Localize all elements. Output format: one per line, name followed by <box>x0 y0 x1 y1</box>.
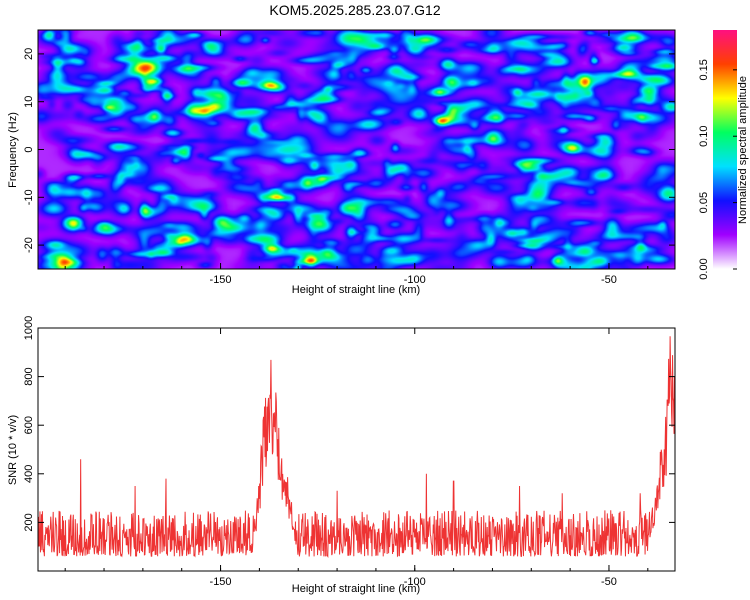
colorbar-gradient <box>713 30 737 269</box>
snr-y-tick-label: 400 <box>23 465 35 483</box>
snr-y-tick-label: 800 <box>23 367 35 385</box>
chart-title: KOM5.2025.285.23.07.G12 <box>269 2 440 18</box>
snr-series-line <box>37 336 676 559</box>
colorbar: 0.00 0.05 0.10 0.15 Normalized spectral amp… <box>698 30 749 280</box>
snr-y-label: SNR (10 * v/v) <box>7 415 19 485</box>
snr-x-tick-label: -100 <box>404 576 426 588</box>
spectrogram-x-tick-label: -50 <box>601 274 617 286</box>
colorbar-tick-label: 0.10 <box>698 126 710 147</box>
snr-y-tick-label: 600 <box>23 416 35 434</box>
snr-x-label: Height of straight line (km) <box>292 583 420 595</box>
snr-x-axis: -150 -100 -50 <box>64 328 649 588</box>
spectrogram-y-tick-label: -20 <box>23 237 35 253</box>
colorbar-tick-label: 0.00 <box>698 258 710 279</box>
snr-y-tick-label: 1000 <box>23 316 35 340</box>
spectrogram-y-tick-label: 20 <box>23 48 35 60</box>
snr-x-tick-label: -150 <box>210 576 232 588</box>
spectrogram-y-tick-label: -10 <box>23 189 35 205</box>
snr-x-tick-label: -50 <box>601 576 617 588</box>
spectrogram-y-tick-label: 10 <box>23 96 35 108</box>
spectrogram-x-tick-label: -100 <box>404 274 426 286</box>
spectrogram-image-holder <box>38 30 675 269</box>
colorbar-tick-label: 0.15 <box>698 59 710 80</box>
spectrogram-x-label: Height of straight line (km) <box>292 284 420 296</box>
spectrogram-image <box>38 30 675 269</box>
spectrogram-y-label: Frequency (Hz) <box>7 112 19 188</box>
snr-y-tick-label: 200 <box>23 513 35 531</box>
snr-panel: -150 -100 -50 200 400 600 800 1000 Height of s… <box>7 316 676 595</box>
colorbar-tick-label: 0.05 <box>698 192 710 213</box>
spectrogram-y-tick-label: 0 <box>23 146 35 152</box>
spectrogram-x-axis: -150 -100 -50 <box>64 30 649 286</box>
spectrogram-x-tick-label: -150 <box>210 274 232 286</box>
colorbar-label: Normalized spectral amplitude <box>737 76 749 224</box>
snr-y-axis: 200 400 600 800 1000 <box>23 316 675 532</box>
colorbar-axis: 0.00 0.05 0.10 0.15 <box>698 59 737 280</box>
spectrogram-y-axis: -20 -10 0 10 20 <box>23 48 675 253</box>
snr-frame <box>37 327 676 572</box>
